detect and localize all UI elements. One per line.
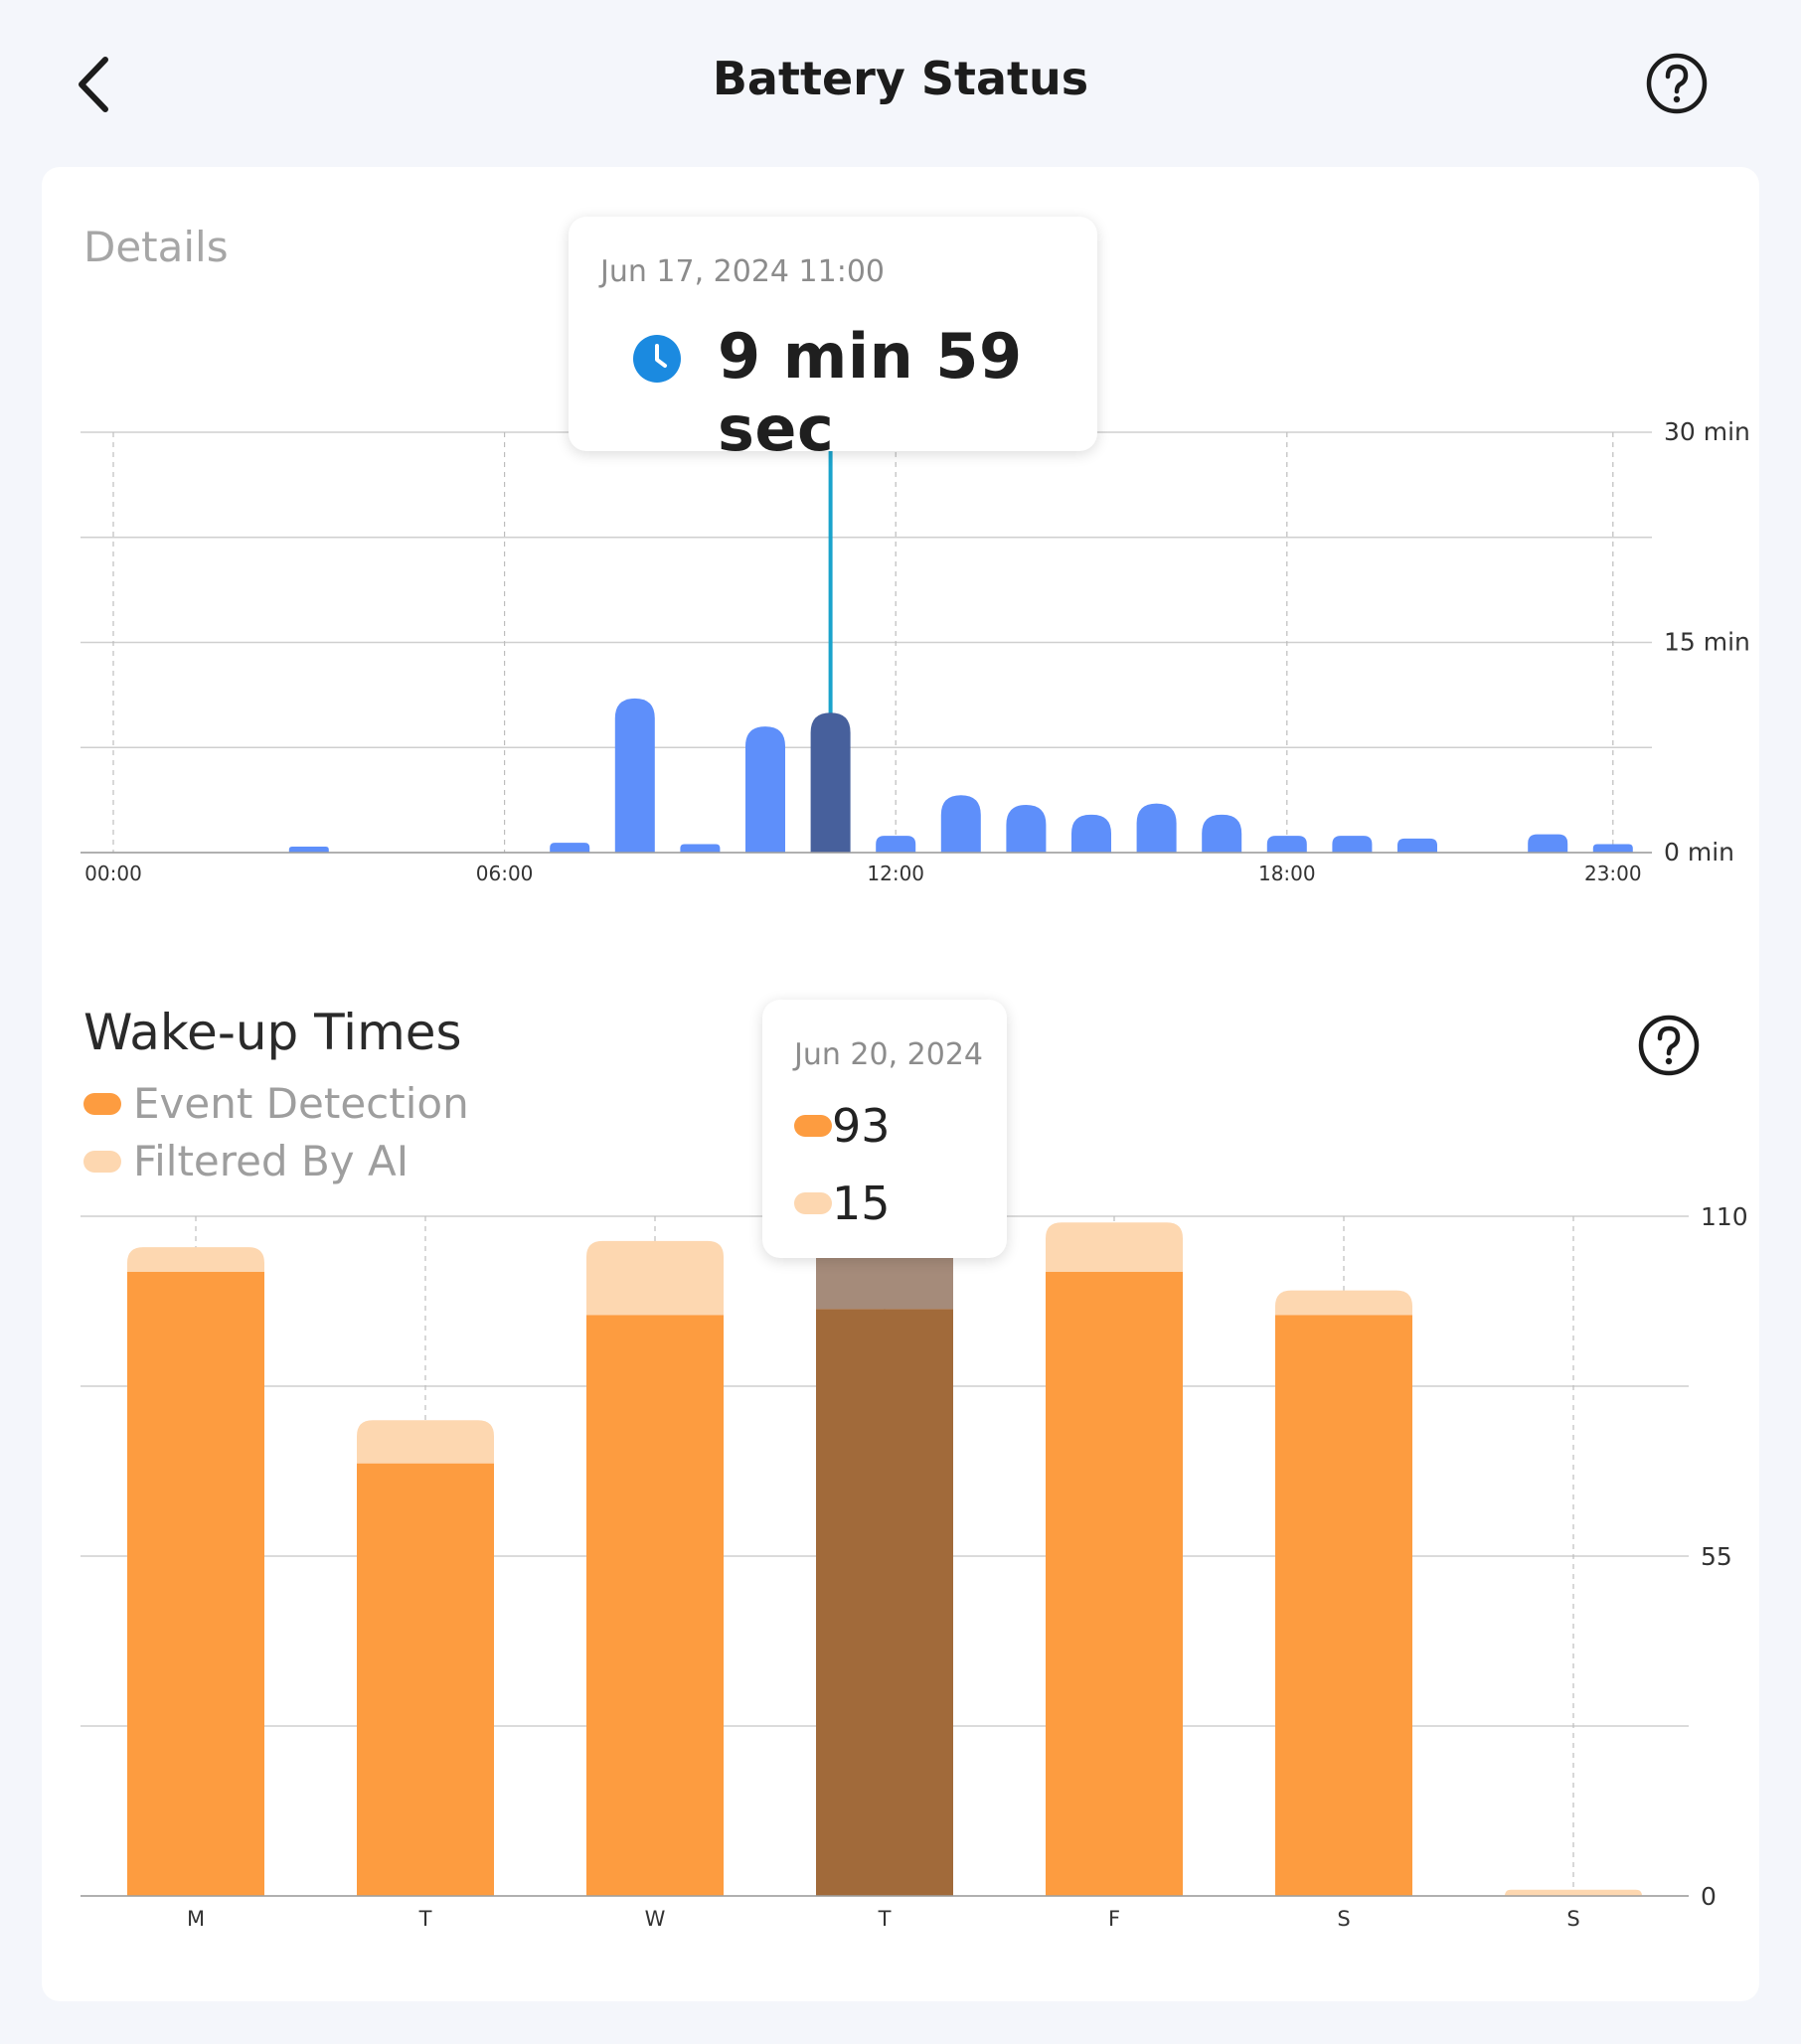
page-title: Battery Status [712, 52, 1089, 105]
x-tick-label: M [187, 1907, 205, 1931]
y-tick-label: 0 [1701, 1882, 1717, 1911]
bar [288, 847, 329, 853]
x-tick-label: 00:00 [84, 862, 142, 885]
help-button[interactable] [1645, 52, 1709, 115]
y-tick-label: 30 min [1664, 417, 1750, 446]
legend-event-detection: Event Detection [83, 1079, 469, 1128]
bar-filtered-by-ai [127, 1247, 264, 1272]
bar-event-detection [357, 1463, 494, 1896]
legend-swatch-orange [83, 1092, 121, 1115]
bar [680, 844, 721, 853]
details-tooltip: Jun 17, 2024 11:00 9 min 59 sec [569, 217, 1097, 465]
details-chart[interactable]: 00:00 06:00 12:00 18:00 23:00 0 min 15 min 30 m… [42, 167, 1759, 922]
bar [1202, 814, 1242, 853]
x-tick-label: W [645, 1907, 666, 1931]
bar [1528, 834, 1568, 853]
legend-label: Filtered By AI [133, 1137, 409, 1185]
tooltip-date: Jun 20, 2024 [794, 1037, 984, 1072]
bar-filtered-by-ai [1046, 1222, 1183, 1272]
tooltip-filtered-row: 15 [794, 1177, 891, 1230]
bar [1071, 814, 1111, 853]
x-tick-label: 23:00 [1584, 862, 1642, 885]
bar-filtered-by-ai [1275, 1290, 1412, 1316]
tooltip-event-row: 93 [794, 1099, 891, 1153]
bar [614, 698, 655, 853]
x-tick-label: 06:00 [476, 862, 534, 885]
x-tick-label: 18:00 [1258, 862, 1316, 885]
tooltip-swatch-orange [794, 1115, 832, 1137]
question-circle-icon [1638, 1015, 1700, 1076]
y-tick-label: 15 min [1664, 628, 1750, 657]
tooltip-event-value: 93 [832, 1099, 891, 1153]
bar-event-detection [1046, 1271, 1183, 1896]
x-tick-label: F [1108, 1907, 1120, 1931]
bar [550, 843, 590, 853]
bar [876, 836, 916, 853]
header: Battery Status [0, 0, 1801, 167]
bar [1397, 838, 1437, 853]
tooltip-duration: 9 min 59 sec [718, 320, 1023, 465]
y-tick-label: 110 [1701, 1202, 1748, 1231]
bar-selected [810, 712, 851, 853]
chevron-left-icon [79, 57, 108, 112]
bar [1266, 836, 1307, 853]
tooltip-filtered-value: 15 [832, 1177, 891, 1230]
bar-event-detection [816, 1309, 953, 1896]
bar-filtered-by-ai [357, 1420, 494, 1464]
wakeup-help-button[interactable] [1637, 1014, 1701, 1077]
wakeup-label: Wake-up Times [83, 1004, 462, 1061]
bar-filtered-by-ai [1505, 1889, 1642, 1896]
question-circle-icon [1646, 53, 1708, 114]
x-tick-label: S [1337, 1907, 1350, 1931]
bar-event-detection [127, 1271, 264, 1896]
y-tick-label: 55 [1701, 1542, 1732, 1571]
tooltip-swatch-light [794, 1192, 832, 1214]
x-tick-label: T [878, 1907, 892, 1931]
battery-card: 00:00 06:00 12:00 18:00 23:00 0 min 15 min 30 m… [42, 167, 1759, 2001]
x-tick-label: S [1566, 1907, 1579, 1931]
clock-icon [633, 335, 681, 383]
bar-event-detection [586, 1315, 724, 1896]
bar [1136, 803, 1177, 853]
bar [1592, 844, 1633, 853]
wakeup-tooltip: Jun 20, 2024 93 15 [762, 1000, 1007, 1258]
bar [1006, 805, 1047, 853]
legend-label: Event Detection [133, 1079, 469, 1128]
bar [940, 795, 981, 853]
x-tick-label: T [418, 1907, 432, 1931]
legend-swatch-light [83, 1150, 121, 1173]
x-tick-label: 12:00 [867, 862, 924, 885]
legend-filtered-by-ai: Filtered By AI [83, 1137, 409, 1185]
bar-event-detection [1275, 1315, 1412, 1896]
bar-filtered-by-ai [586, 1240, 724, 1316]
details-label: Details [83, 223, 229, 271]
y-tick-label: 0 min [1664, 838, 1734, 866]
tooltip-date: Jun 17, 2024 11:00 [600, 254, 885, 289]
bar [745, 726, 785, 853]
bar [1332, 836, 1373, 853]
back-button[interactable] [60, 40, 139, 129]
